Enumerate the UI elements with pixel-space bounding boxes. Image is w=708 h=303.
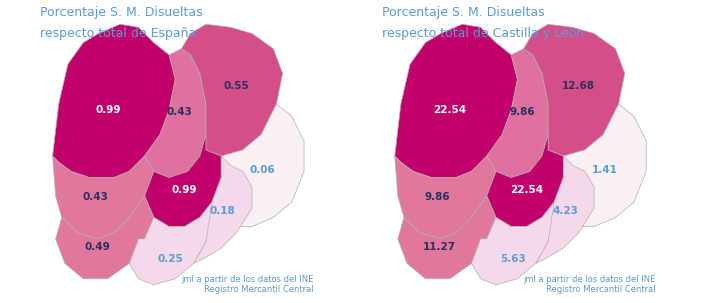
Polygon shape [536,156,594,263]
Polygon shape [554,104,646,227]
Polygon shape [181,24,282,156]
Text: 22.54: 22.54 [510,185,543,195]
Polygon shape [194,156,252,263]
Text: 5.63: 5.63 [500,254,525,264]
Polygon shape [144,135,222,227]
Text: respecto total de España: respecto total de España [40,27,197,40]
Text: 11.27: 11.27 [423,241,456,251]
Text: 0.06: 0.06 [250,165,275,175]
Polygon shape [130,202,212,285]
Text: respecto total de Castilla y León: respecto total de Castilla y León [382,27,585,40]
Polygon shape [56,196,154,279]
Text: 1.41: 1.41 [592,165,618,175]
Polygon shape [395,24,518,178]
Text: 0.99: 0.99 [95,105,120,115]
Text: 0.49: 0.49 [84,241,110,251]
Text: Porcentaje S. M. Disueltas: Porcentaje S. M. Disueltas [40,6,203,19]
Text: 0.99: 0.99 [172,185,198,195]
Text: 9.86: 9.86 [509,107,535,117]
Text: jml a partir de los datos del INE
Registro Mercantil Central: jml a partir de los datos del INE Regist… [181,275,313,294]
Polygon shape [398,196,496,279]
Text: Porcentaje S. M. Disueltas: Porcentaje S. M. Disueltas [382,6,545,19]
Polygon shape [486,135,564,227]
Text: 0.43: 0.43 [83,192,108,202]
Text: jml a partir de los datos del INE
Registro Mercantil Central: jml a partir de los datos del INE Regist… [523,275,656,294]
Polygon shape [472,202,554,285]
Polygon shape [52,156,154,239]
Polygon shape [523,24,624,156]
Polygon shape [212,104,304,227]
Text: 9.86: 9.86 [425,192,450,202]
Polygon shape [144,49,206,178]
Text: 0.55: 0.55 [224,81,249,91]
Polygon shape [52,24,176,178]
Polygon shape [486,49,548,178]
Polygon shape [395,156,496,239]
Text: 0.18: 0.18 [210,206,236,216]
Text: 0.43: 0.43 [167,107,193,117]
Text: 22.54: 22.54 [433,105,467,115]
Text: 12.68: 12.68 [562,81,595,91]
Text: 0.25: 0.25 [158,254,183,264]
Text: 4.23: 4.23 [552,206,578,216]
